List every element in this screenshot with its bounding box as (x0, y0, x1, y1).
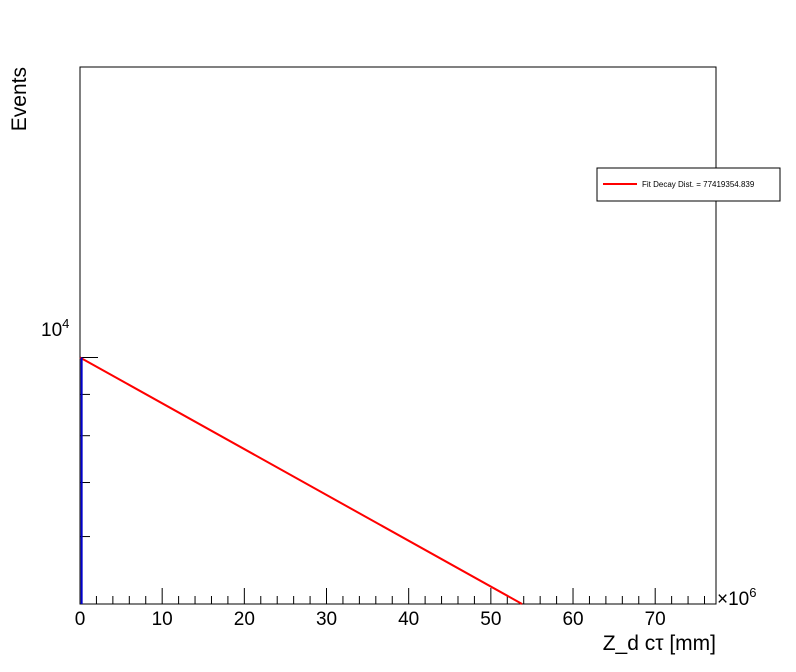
x-tick-label: 30 (316, 609, 337, 630)
y-tick-label-10000: 104 (41, 316, 69, 341)
x-tick-label: 20 (234, 609, 255, 630)
legend-entry-label: Fit Decay Dist. = 77419354.839 (642, 180, 755, 189)
legend: Fit Decay Dist. = 77419354.839 (596, 167, 781, 202)
y-axis-label: Events (8, 67, 31, 131)
x-tick-label: 60 (562, 609, 583, 630)
plot-frame (79, 66, 717, 605)
y-tick-label-base: 10 (41, 320, 62, 341)
x-axis-ticks: 0 10 20 30 40 50 60 70 (75, 588, 705, 630)
x-multiplier-exponent: 6 (749, 585, 756, 600)
y-tick-label-exponent: 4 (62, 316, 69, 331)
x-tick-label: 0 (75, 609, 86, 630)
x-tick-label: 50 (480, 609, 501, 630)
series-layer (79, 356, 523, 605)
x-axis-label: Z_d cτ [mm] (603, 632, 716, 655)
fit-decay-line (79, 356, 523, 605)
x-tick-label: 70 (645, 609, 666, 630)
x-axis-multiplier: ×106 (717, 585, 756, 610)
x-tick-label: 10 (152, 609, 173, 630)
x-multiplier-base: ×10 (717, 589, 749, 610)
x-tick-label: 40 (398, 609, 419, 630)
